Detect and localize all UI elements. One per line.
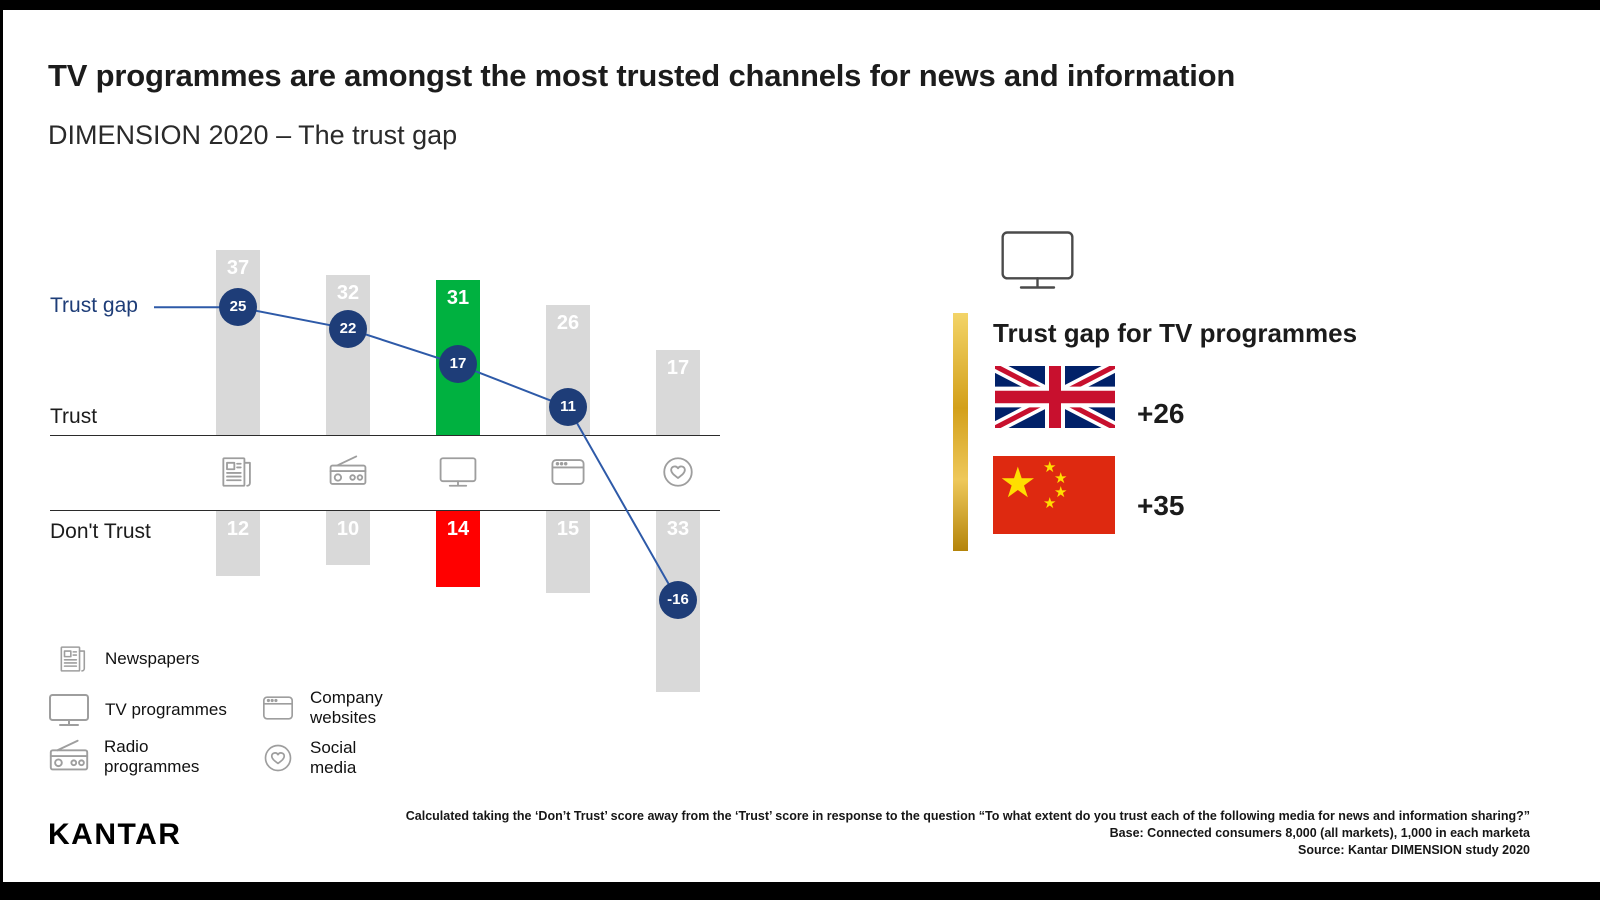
bar-value-label: 37	[226, 257, 250, 279]
bar-value-label: 32	[336, 282, 360, 304]
footnote-line-1: Calculated taking the ‘Don’t Trust’ scor…	[405, 809, 1530, 823]
heart-icon	[656, 450, 700, 494]
legend-label: Company websites	[310, 688, 383, 728]
legend-item-tv-programmes: TV programmes	[45, 686, 227, 734]
uk-trust-gap-value: +26	[1137, 398, 1185, 429]
trust-gap-label: Trust gap	[50, 294, 138, 318]
legend-item-radio-programmes: Radio programmes	[46, 734, 200, 780]
legend-label: Social media	[310, 738, 357, 778]
footnote-line-3: Source: Kantar DIMENSION study 2020	[1297, 842, 1530, 857]
china-flag-star: ★	[1043, 495, 1057, 512]
kantar-logo: KANTAR	[48, 818, 182, 851]
trust-baseline	[50, 435, 720, 436]
page-title: TV programmes are amongst the most trust…	[48, 58, 1236, 93]
china-trust-gap-value: +35	[1137, 490, 1185, 521]
heart-icon	[258, 738, 298, 778]
china-flag-star: ★	[999, 459, 1037, 506]
gold-accent-bar	[953, 313, 968, 551]
bar-value-label: 33	[666, 518, 690, 540]
tv-monitor-icon	[985, 216, 1090, 304]
dont-trust-baseline	[50, 510, 720, 511]
bar-value-label: 12	[226, 518, 250, 540]
trust-bar	[656, 350, 700, 435]
trust-gap-chart: 37 32 31 26 17 12 10 14 15 33 25 22 17 11 -16 Trust gap…	[50, 220, 740, 700]
trust-gap-point: 22	[329, 309, 367, 348]
legend-label: TV programmes	[105, 699, 227, 719]
bar-value-label: 26	[556, 312, 580, 334]
bar-value-label: 14	[446, 518, 470, 540]
newspaper-icon	[55, 640, 93, 678]
top-border	[0, 0, 1600, 10]
trust-gap-line	[154, 306, 679, 601]
left-border	[0, 0, 3, 882]
dont-trust-bar	[326, 510, 370, 565]
uk-flag	[995, 366, 1115, 428]
legend-label: Radio programmes	[104, 736, 200, 776]
footnote-line-2: Base: Connected consumers 8,000 (all mar…	[1109, 825, 1530, 840]
bar-value-label: 17	[666, 357, 690, 379]
trust-bar	[216, 250, 260, 435]
bar-value-label: 15	[556, 518, 580, 540]
dont-trust-bar	[436, 510, 480, 587]
page-subtitle: DIMENSION 2020 – The trust gap	[48, 120, 458, 150]
dont-trust-label: Don't Trust	[50, 520, 151, 543]
bottom-border	[0, 882, 1600, 900]
browser-icon	[258, 688, 298, 728]
china-flag-star: ★	[1054, 470, 1068, 487]
radio-icon	[326, 450, 370, 494]
trust-label: Trust	[50, 405, 98, 428]
trust-gap-point: 11	[549, 388, 587, 427]
browser-icon	[546, 450, 590, 494]
dont-trust-bar	[216, 510, 260, 576]
newspaper-icon	[216, 450, 260, 494]
trust-bar	[326, 275, 370, 435]
china-flag: ★ ★ ★ ★ ★	[993, 456, 1115, 534]
bar-value-label: 10	[336, 518, 360, 540]
tv-icon	[436, 450, 480, 494]
trust-gap-point: 25	[219, 288, 257, 327]
china-flag-star: ★	[1043, 459, 1057, 476]
dont-trust-bar	[546, 510, 590, 593]
tv-icon	[45, 686, 93, 734]
trust-gap-point: -16	[659, 581, 697, 620]
radio-icon	[46, 734, 92, 780]
legend-item-social-media: Social media	[258, 738, 402, 778]
trust-gap-point: 17	[439, 345, 477, 384]
footnote: Calculated taking the ‘Don’t Trust’ scor…	[350, 808, 1530, 859]
bar-value-label: 31	[446, 287, 470, 309]
china-flag-star: ★	[1054, 484, 1068, 501]
legend-label: Newspapers	[105, 648, 200, 668]
legend-item-company-websites: Company websites	[258, 688, 402, 728]
legend-item-newspapers: Newspapers	[55, 640, 200, 678]
panel-heading: Trust gap for TV programmes	[993, 318, 1358, 348]
